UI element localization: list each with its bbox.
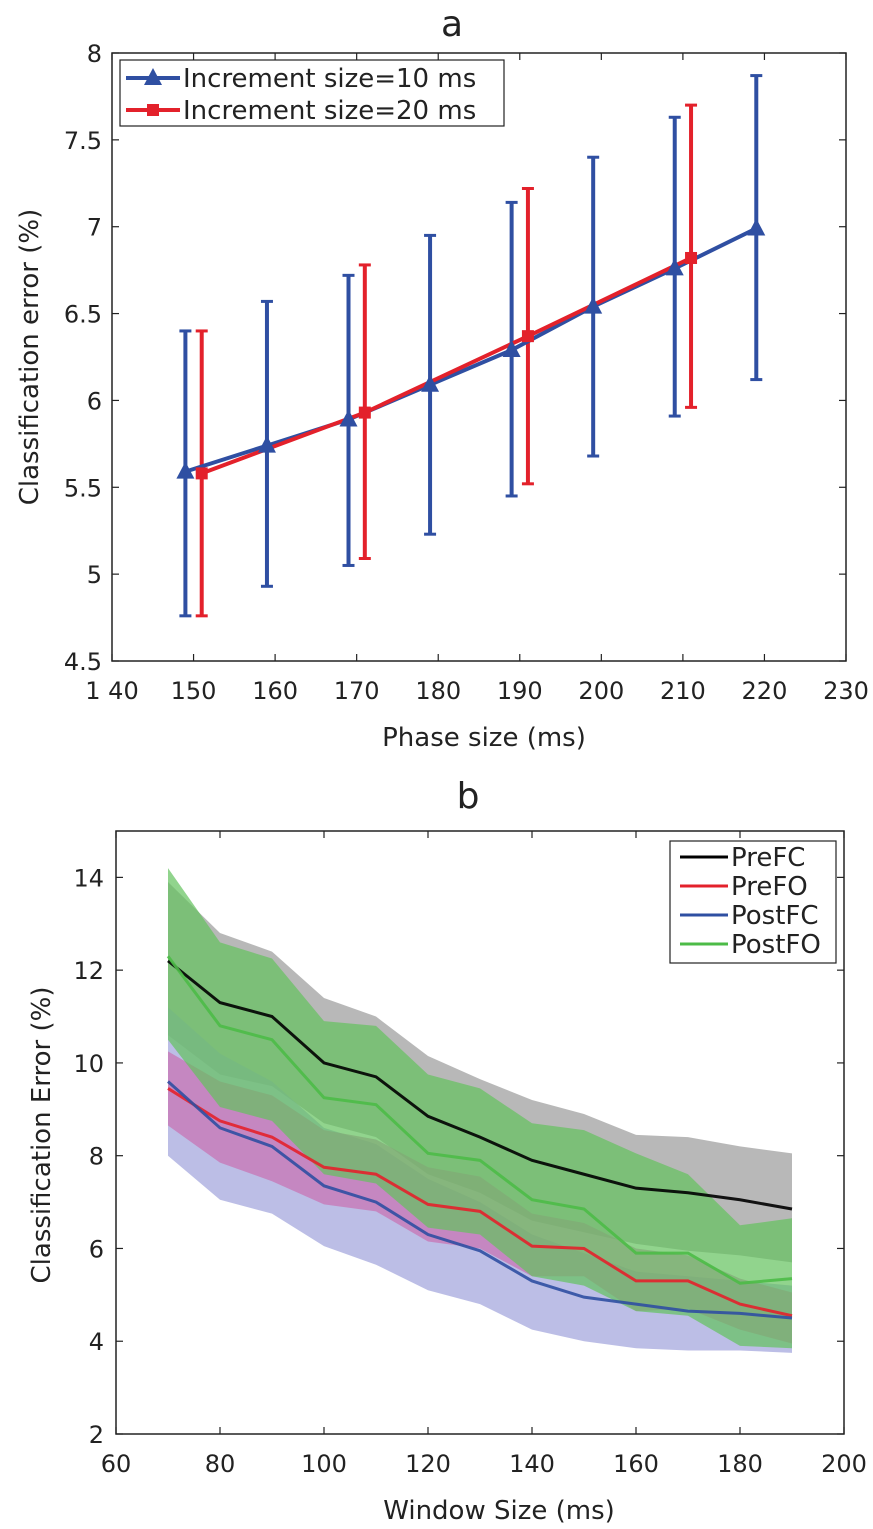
panel-a-x-tick-label: 230 [823, 677, 869, 705]
panel-b-line-postfc [167, 1080, 793, 1320]
panel-b-legend: PreFC PreFO PostFC PostFO [669, 840, 837, 964]
panel-a-triangle-point [176, 461, 195, 479]
panel-b-band-postfo [168, 868, 792, 1349]
panel-a-triangle-point [665, 258, 684, 276]
panel-a-triangle-point [421, 374, 440, 392]
panel-b-x-tick-label: 60 [101, 1450, 132, 1478]
panel-b-y-tick-label: 12 [73, 957, 104, 985]
panel-a-ticks: 1 40 150 160 170 180 190 200 210 220 230 4.5 5 5.5 6 6… [64, 40, 869, 705]
panel-b-y-tick-label: 2 [89, 1421, 104, 1449]
panel-b-ticks: 60 80 100 120 140 160 180 200 2 4 6 8 10 12 14 [73, 831, 867, 1478]
panel-b-x-tick-label: 200 [821, 1450, 867, 1478]
panel-b-x-axis-label: Window Size (ms) [383, 1496, 615, 1526]
panel-a-chart: a 1 40 150 160 170 180 190 200 210 220 230 4.5 5 5.5… [15, 4, 869, 753]
panel-a-triangle-point [502, 340, 521, 358]
panel-a-series-lines [184, 226, 758, 476]
legend-label-postfo: PostFO [731, 930, 821, 960]
panel-b-line-postfo [166, 955, 793, 1285]
panel-a-y-tick-label: 6.5 [64, 301, 102, 329]
panel-b-series-lines [166, 955, 793, 1320]
panel-b-x-tick-label: 180 [717, 1450, 763, 1478]
panel-a-square-point [195, 467, 208, 480]
panel-a-triangle-point [257, 435, 276, 453]
panel-a-triangle-point [339, 409, 358, 427]
legend-label-prefo: PreFO [731, 872, 808, 902]
panel-a-series-line [201, 256, 692, 476]
panel-a-triangle-point [747, 218, 766, 236]
panel-b-y-tick-label: 6 [89, 1235, 104, 1263]
panel-b-y-tick-label: 10 [73, 1050, 104, 1078]
panel-a-x-tick-label: 1 40 [85, 677, 138, 705]
panel-a-y-tick-label: 6 [87, 387, 102, 415]
panel-a-plot-frame [111, 52, 847, 662]
panel-a-series-line [184, 226, 758, 474]
legend-square-marker [147, 104, 159, 116]
panel-a-x-tick-label: 150 [171, 677, 217, 705]
panel-b-y-axis-label: Classification Error (%) [27, 987, 57, 1284]
legend-label-postfc: PostFC [731, 901, 819, 931]
panel-a-x-axis-label: Phase size (ms) [382, 723, 586, 753]
panel-b-title: b [457, 776, 480, 817]
panel-b-x-tick-label: 120 [405, 1450, 451, 1478]
panel-a-y-tick-label: 7 [87, 214, 102, 242]
panel-a-markers [176, 218, 766, 480]
panel-a-y-tick-label: 7.5 [64, 127, 102, 155]
panel-a-square-point [521, 330, 534, 343]
panel-a-x-tick-label: 220 [742, 677, 788, 705]
panel-b-plot-frame [115, 830, 845, 1435]
panel-b-x-tick-label: 160 [613, 1450, 659, 1478]
panel-b-y-tick-label: 14 [73, 864, 104, 892]
panel-a-x-tick-label: 200 [578, 677, 624, 705]
legend-label-increment-10: Increment size=10 ms [183, 64, 476, 94]
panel-a-legend-box [119, 59, 505, 127]
panel-b-y-tick-label: 4 [89, 1328, 104, 1356]
panel-a-triangle-point [584, 296, 603, 314]
panel-a-x-tick-label: 180 [415, 677, 461, 705]
panel-a-x-tick-label: 170 [334, 677, 380, 705]
panel-a-y-tick-label: 5 [87, 561, 102, 589]
legend-label-increment-20: Increment size=20 ms [183, 96, 476, 126]
panel-a-y-tick-label: 4.5 [64, 648, 102, 676]
panel-b-chart: b 60 80 100 120 140 160 180 200 2 4 6 8 10 12 14 Windo… [27, 776, 867, 1526]
panel-a-y-tick-label: 5.5 [64, 474, 102, 502]
panel-a-x-tick-label: 210 [660, 677, 706, 705]
panel-b-line-prefc [167, 959, 793, 1211]
panel-a-y-tick-label: 8 [87, 40, 102, 68]
panel-a-x-tick-label: 190 [497, 677, 543, 705]
legend-triangle-marker [144, 68, 162, 85]
panel-b-x-tick-label: 100 [301, 1450, 347, 1478]
panel-a-x-tick-label: 160 [252, 677, 298, 705]
panel-b-error-bands [168, 868, 792, 1353]
panel-a-legend: Increment size=10 ms Increment size=20 m… [119, 59, 505, 127]
panel-a-title: a [441, 4, 463, 45]
legend-label-prefc: PreFC [731, 843, 805, 873]
panel-b-y-tick-label: 8 [89, 1143, 104, 1171]
panel-a-square-point [358, 406, 371, 419]
panel-b-x-tick-label: 80 [205, 1450, 236, 1478]
panel-a-y-axis-label: Classification error (%) [15, 209, 45, 506]
panel-a-square-point [685, 251, 698, 264]
panel-b-line-prefo [167, 1087, 793, 1318]
panel-a-error-bars [179, 74, 763, 618]
panel-b-x-tick-label: 140 [509, 1450, 555, 1478]
